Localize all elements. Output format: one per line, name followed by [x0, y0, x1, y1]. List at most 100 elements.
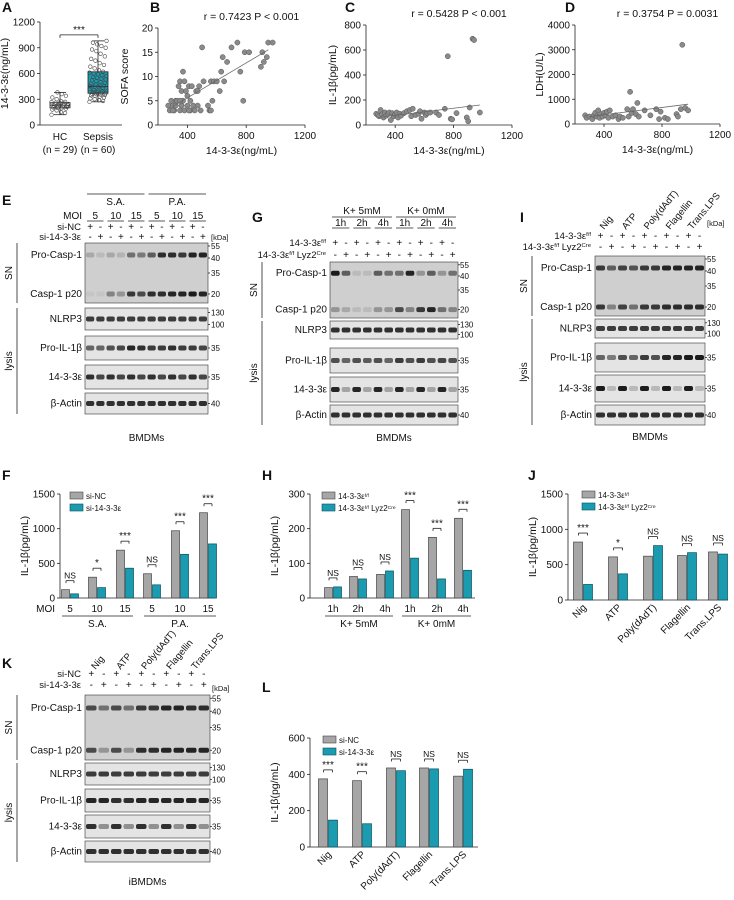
section-label: SN	[4, 721, 15, 735]
data-point	[219, 54, 226, 60]
data-point	[656, 116, 662, 122]
blot-sub-label: 2h	[356, 218, 367, 229]
blot-band	[137, 401, 146, 406]
data-point	[259, 49, 266, 56]
data-point	[62, 99, 68, 104]
kda-marker: 100	[211, 321, 225, 330]
condition-sign: +	[201, 680, 207, 691]
bar-series-2	[463, 569, 472, 599]
data-point	[453, 110, 460, 116]
blot-band	[331, 387, 340, 392]
blot-band	[640, 386, 649, 391]
band-label: NLRP3	[560, 324, 593, 335]
blot-band	[188, 374, 197, 380]
bar-series-1	[401, 509, 410, 599]
blot-band	[127, 345, 136, 351]
legend-swatch	[581, 490, 596, 499]
data-point	[101, 83, 107, 89]
data-point	[95, 42, 100, 47]
blot-membrane	[594, 318, 706, 339]
blot-band	[98, 705, 109, 711]
text-part: 14-3-3ε	[598, 491, 625, 500]
blot-band	[86, 798, 97, 803]
blot-band	[173, 747, 184, 753]
panel-b: B 0 5 10 15 20 SOFA score 400 800 1200 14-3-3ε(ng/…	[119, 0, 317, 157]
condition-sign: -	[102, 669, 105, 680]
data-point	[92, 84, 97, 89]
condition-sign: -	[440, 250, 443, 261]
bar-series-2	[152, 584, 161, 599]
data-point	[187, 97, 194, 104]
blot-band	[137, 374, 146, 380]
significance-label: ***	[73, 25, 85, 36]
blot-band	[384, 387, 393, 392]
blot-band	[116, 374, 125, 380]
kda-marker: 35	[460, 357, 469, 366]
blot-band	[427, 327, 436, 333]
blot-band	[373, 412, 383, 418]
text-part: si-14-3-3ε	[39, 232, 81, 243]
blot-group-label: P.A.	[168, 197, 186, 208]
kda-marker: 40	[211, 254, 220, 263]
condition-sign: -	[190, 680, 193, 691]
data-point	[58, 98, 63, 104]
blot-band	[186, 705, 197, 711]
y-axis-label: 14-3-3ε(ng/mL)	[0, 38, 11, 109]
blot-band	[86, 291, 95, 297]
blot-band	[178, 401, 187, 406]
data-point	[50, 95, 55, 100]
bar-series-1	[677, 555, 687, 601]
blot-band	[405, 307, 415, 313]
blot-band	[186, 824, 197, 829]
blot-band	[188, 345, 197, 351]
y-tick-label: 4000	[548, 21, 571, 32]
group-label: S.A.	[88, 619, 107, 630]
condition-sign: -	[599, 242, 602, 253]
blot-sub-label: 1h	[399, 218, 410, 229]
condition-sign: +	[407, 250, 413, 261]
blot-band	[673, 355, 682, 360]
significance-label: ***	[577, 523, 589, 534]
condition-sign: -	[654, 231, 657, 242]
data-point	[630, 106, 636, 113]
panel-letter: A	[2, 0, 12, 15]
x-category-label: Sepsis	[83, 132, 113, 143]
blot-sub-label: 2h	[420, 218, 431, 229]
blot-band	[96, 316, 105, 322]
blot-band	[395, 387, 404, 392]
blot-band	[96, 401, 105, 406]
section-label: lysis	[519, 362, 530, 381]
group-label: K+ 5mM	[340, 619, 378, 630]
condition-sign: +	[179, 232, 185, 243]
blot-band	[448, 358, 457, 363]
kda-marker: 55	[212, 694, 221, 703]
data-point	[63, 93, 69, 98]
blot-band	[168, 252, 177, 258]
blot-band	[178, 316, 187, 322]
data-point	[92, 97, 97, 102]
condition-sign: -	[170, 232, 173, 243]
blot-band	[186, 798, 197, 803]
significance-label: ***	[457, 499, 469, 510]
significance-label: NS	[64, 571, 76, 581]
panel-letter: B	[150, 0, 160, 15]
blot-band	[427, 307, 436, 313]
blot-band	[629, 355, 638, 360]
blot-band	[395, 327, 404, 333]
condition-sign: -	[687, 242, 690, 253]
legend-swatch	[322, 735, 337, 744]
blot-band	[363, 358, 372, 363]
blot-sub-label: 5	[92, 211, 98, 222]
blot-band	[188, 252, 197, 258]
condition-sign: -	[451, 238, 454, 249]
data-point	[91, 87, 96, 92]
data-point	[54, 108, 59, 113]
y-tick-label: 1000	[33, 524, 56, 535]
blot-band	[198, 345, 207, 351]
significance-label: NS	[712, 533, 724, 543]
data-point	[444, 53, 451, 60]
section-label: SN	[249, 283, 260, 297]
condition-sign: +	[386, 250, 392, 261]
text-part: si-14-3-3ε	[339, 748, 375, 757]
